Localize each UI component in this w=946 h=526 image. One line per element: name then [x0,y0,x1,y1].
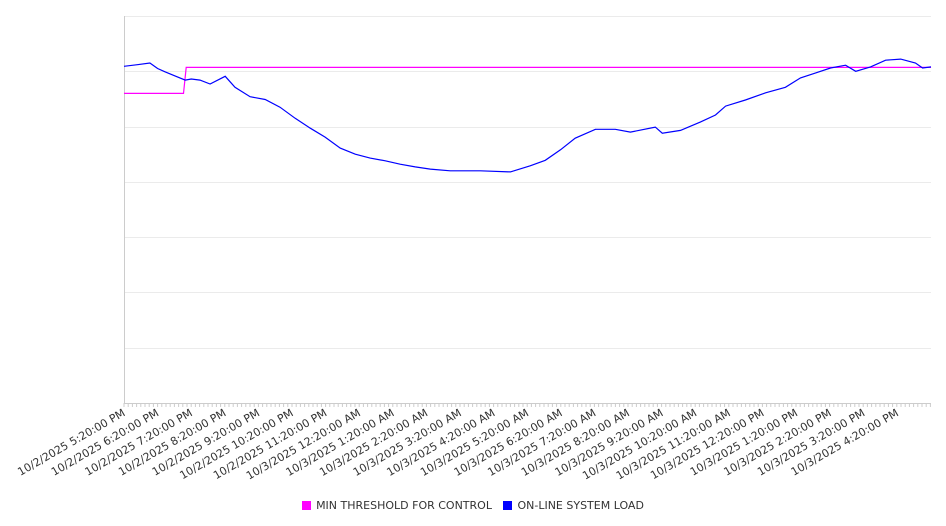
legend-label-threshold: MIN THRESHOLD FOR CONTROL [316,499,492,512]
legend-item-load[interactable]: ON-LINE SYSTEM LOAD [503,499,644,512]
legend-item-threshold[interactable]: MIN THRESHOLD FOR CONTROL [302,499,492,512]
series-line-load [123,58,932,173]
legend: MIN THRESHOLD FOR CONTROL ON-LINE SYSTEM… [0,499,946,513]
legend-swatch-load [503,501,513,510]
legend-label-load: ON-LINE SYSTEM LOAD [517,499,644,512]
legend-swatch-threshold [302,501,312,510]
